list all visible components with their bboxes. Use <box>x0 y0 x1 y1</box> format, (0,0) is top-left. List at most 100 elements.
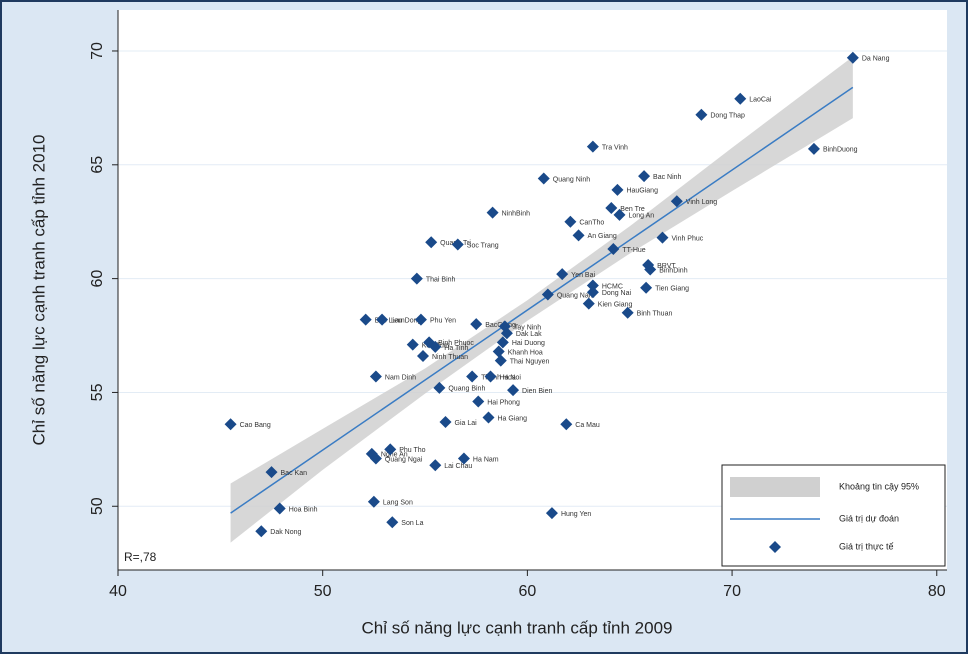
point-label: Bac Lieu <box>375 317 402 324</box>
point <box>605 202 618 215</box>
point <box>367 495 380 508</box>
legend-swatch <box>769 541 781 553</box>
y-tick-label: 65 <box>89 156 106 174</box>
point <box>611 183 624 196</box>
point-label: Hung Yen <box>561 511 591 518</box>
point-label: Binh Thuan <box>637 311 673 318</box>
point <box>466 370 479 383</box>
legend-label: Giá trị thực tế <box>839 541 894 551</box>
point <box>457 452 470 465</box>
point <box>582 297 595 310</box>
point-label: Ben Tre <box>620 206 645 213</box>
point-label: Dien Bien <box>522 388 552 395</box>
point-label: Tay Ninh <box>514 324 541 331</box>
legend-label: Giá trị dự đoán <box>839 513 899 523</box>
point <box>484 370 497 383</box>
fit-line <box>230 86 854 514</box>
point <box>537 172 550 185</box>
point <box>670 195 683 208</box>
point <box>492 345 505 358</box>
point-label: Tra Vinh <box>602 144 628 151</box>
point-label: LaoCai <box>749 97 772 104</box>
point <box>607 243 620 256</box>
legend-label: Khoảng tin cậy 95% <box>839 481 919 491</box>
point-label: Yen Bai <box>571 272 595 279</box>
point <box>369 452 382 465</box>
point-label: Nam Dinh <box>385 374 416 381</box>
point-label: Binh Phuoc <box>438 340 474 347</box>
point <box>507 384 520 397</box>
point-label: HCMC <box>602 283 623 290</box>
point <box>572 229 585 242</box>
point-label: Cao Bang <box>240 422 271 429</box>
point-label: Ca Mau <box>575 422 600 429</box>
point <box>429 340 442 353</box>
point <box>255 525 268 538</box>
point-label: Thai Binh <box>426 276 456 283</box>
point-label: Quang Ngai <box>385 456 423 463</box>
point-label: Soc Trang <box>467 242 499 249</box>
point-label: Quang Binh <box>448 386 485 393</box>
point <box>613 208 626 221</box>
point-label: Tien Giang <box>655 286 689 293</box>
y-tick-label: 60 <box>89 270 106 288</box>
point-label: Nghe An <box>381 452 408 459</box>
point-label: An Giang <box>588 233 617 240</box>
x-tick-label: 70 <box>723 583 741 600</box>
y-axis-title: Chỉ số năng lực cạnh tranh cấp tỉnh 2010 <box>29 135 48 446</box>
point <box>376 313 389 326</box>
point <box>486 206 499 219</box>
legend-swatch <box>730 477 820 497</box>
point-label: Da Nang <box>862 56 890 63</box>
y-tick-label: 50 <box>89 497 106 515</box>
point-label: Bac Ninh <box>653 174 682 181</box>
point-label: BinhDinh <box>659 267 688 274</box>
x-tick-label: 60 <box>518 583 536 600</box>
point <box>846 51 859 64</box>
y-tick-label: 55 <box>89 383 106 401</box>
point-label: Son La <box>401 520 423 527</box>
point-label: Lai Chau <box>444 463 472 470</box>
point-label: Ha Tinh <box>444 345 468 352</box>
point <box>384 443 397 456</box>
point <box>439 416 452 429</box>
point <box>586 286 599 299</box>
point-label: Vinh Phuc <box>671 235 703 242</box>
point-label: Quang Ninh <box>553 176 590 183</box>
point <box>414 313 427 326</box>
point <box>638 170 651 183</box>
point-label: Quang Nam <box>557 292 595 299</box>
x-tick-label: 50 <box>314 583 332 600</box>
point-label: Ha Nam <box>473 456 499 463</box>
point <box>406 338 419 351</box>
point-label: Ha Giang <box>497 415 527 422</box>
point <box>621 306 634 319</box>
y-tick-label: 70 <box>89 42 106 60</box>
point <box>429 459 442 472</box>
point <box>494 354 507 367</box>
point <box>369 370 382 383</box>
point <box>644 263 657 276</box>
point-label: Gia Lai <box>455 420 478 427</box>
point <box>564 215 577 228</box>
point <box>656 231 669 244</box>
point <box>541 288 554 301</box>
point-label: Dong Nai <box>602 290 632 297</box>
point-label: NinhBinh <box>502 210 531 217</box>
point-label: Dak Lak <box>516 331 542 338</box>
point <box>386 516 399 529</box>
point-label: Thai Nguyen <box>510 358 550 365</box>
point-label: BinhDuong <box>823 147 858 154</box>
point <box>482 411 495 424</box>
point <box>472 395 485 408</box>
point <box>500 327 513 340</box>
point-label: HauGiang <box>626 188 658 195</box>
x-axis-title: Chỉ số năng lực cạnh tranh cấp tỉnh 2009 <box>362 618 673 637</box>
point-label: Hai Duong <box>512 340 545 347</box>
point-label: Hai Phong <box>487 399 520 406</box>
x-tick-label: 40 <box>109 583 127 600</box>
point <box>734 92 747 105</box>
point-label: Khanh Hoa <box>508 349 543 356</box>
point <box>586 140 599 153</box>
